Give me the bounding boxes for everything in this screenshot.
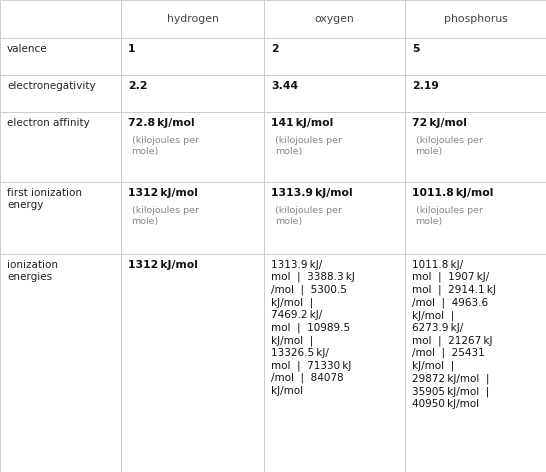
Bar xyxy=(0,0,121,38)
Bar xyxy=(121,38,264,75)
Text: 1313.9 kJ/mol: 1313.9 kJ/mol xyxy=(271,188,353,198)
Text: electron affinity: electron affinity xyxy=(7,118,90,127)
Text: valence: valence xyxy=(7,44,48,54)
Bar xyxy=(264,38,405,75)
Bar xyxy=(0,112,121,182)
Text: 1: 1 xyxy=(128,44,136,54)
Bar xyxy=(405,0,546,38)
Text: (kilojoules per
mole): (kilojoules per mole) xyxy=(132,206,199,226)
Bar xyxy=(264,182,405,254)
Text: 2.19: 2.19 xyxy=(412,81,439,91)
Bar xyxy=(121,254,264,472)
Text: 141 kJ/mol: 141 kJ/mol xyxy=(271,118,334,127)
Bar xyxy=(121,182,264,254)
Text: (kilojoules per
mole): (kilojoules per mole) xyxy=(416,135,483,156)
Bar xyxy=(121,112,264,182)
Text: hydrogen: hydrogen xyxy=(167,14,219,24)
Bar xyxy=(0,75,121,112)
Bar xyxy=(264,0,405,38)
Text: 72.8 kJ/mol: 72.8 kJ/mol xyxy=(128,118,195,127)
Bar xyxy=(264,112,405,182)
Bar xyxy=(0,182,121,254)
Text: ionization
energies: ionization energies xyxy=(7,260,58,282)
Text: (kilojoules per
mole): (kilojoules per mole) xyxy=(275,206,342,226)
Text: (kilojoules per
mole): (kilojoules per mole) xyxy=(132,135,199,156)
Text: 5: 5 xyxy=(412,44,420,54)
Text: electronegativity: electronegativity xyxy=(7,81,96,91)
Text: phosphorus: phosphorus xyxy=(444,14,507,24)
Bar xyxy=(264,75,405,112)
Text: 1312 kJ/mol: 1312 kJ/mol xyxy=(128,260,198,270)
Text: first ionization
energy: first ionization energy xyxy=(7,188,82,210)
Text: 2.2: 2.2 xyxy=(128,81,148,91)
Text: 3.44: 3.44 xyxy=(271,81,299,91)
Text: 72 kJ/mol: 72 kJ/mol xyxy=(412,118,467,127)
Bar xyxy=(405,75,546,112)
Text: 1312 kJ/mol: 1312 kJ/mol xyxy=(128,188,198,198)
Text: (kilojoules per
mole): (kilojoules per mole) xyxy=(275,135,342,156)
Bar xyxy=(0,38,121,75)
Bar xyxy=(405,254,546,472)
Bar xyxy=(405,38,546,75)
Bar xyxy=(405,182,546,254)
Text: 1011.8 kJ/
mol  |  1907 kJ/
mol  |  2914.1 kJ
/mol  |  4963.6
kJ/mol  |
6273.9 k: 1011.8 kJ/ mol | 1907 kJ/ mol | 2914.1 k… xyxy=(412,260,496,409)
Text: 1313.9 kJ/
mol  |  3388.3 kJ
/mol  |  5300.5
kJ/mol  |
7469.2 kJ/
mol  |  10989.: 1313.9 kJ/ mol | 3388.3 kJ /mol | 5300.5… xyxy=(271,260,355,396)
Bar xyxy=(0,254,121,472)
Text: oxygen: oxygen xyxy=(315,14,354,24)
Bar xyxy=(121,0,264,38)
Bar xyxy=(405,112,546,182)
Text: 1011.8 kJ/mol: 1011.8 kJ/mol xyxy=(412,188,494,198)
Text: 2: 2 xyxy=(271,44,279,54)
Text: (kilojoules per
mole): (kilojoules per mole) xyxy=(416,206,483,226)
Bar xyxy=(121,75,264,112)
Bar xyxy=(264,254,405,472)
